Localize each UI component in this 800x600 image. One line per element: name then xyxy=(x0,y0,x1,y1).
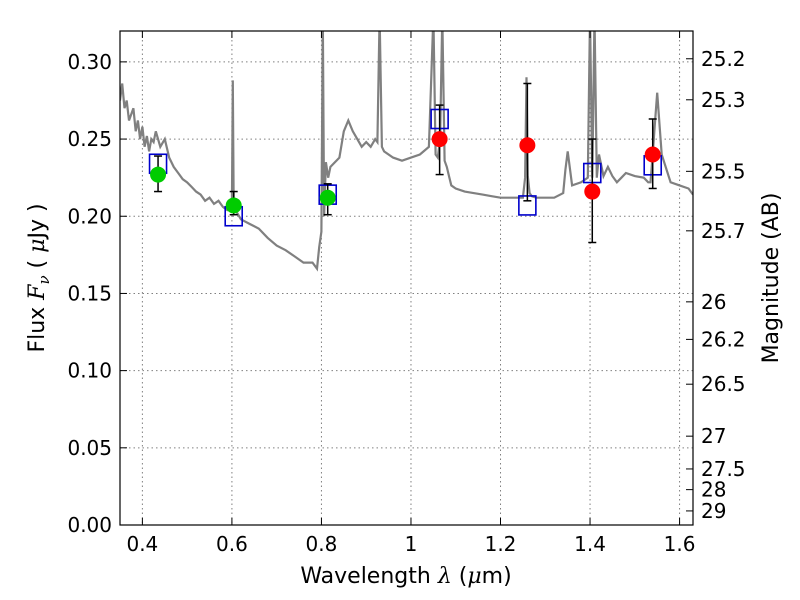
x-axis-label: Wavelength λ (μm) xyxy=(300,564,511,589)
magnitude-tick-label: 29 xyxy=(701,499,726,523)
y-tick-label: 0.25 xyxy=(67,127,112,151)
observed-photometry-point xyxy=(431,131,448,148)
y-tick-label: 0.05 xyxy=(67,436,112,460)
magnitude-axis-label: Magnitude (AB) xyxy=(759,193,784,364)
magnitude-tick-label: 25.2 xyxy=(701,47,746,71)
plot-frame xyxy=(119,30,694,526)
x-tick-label: 1.2 xyxy=(485,532,517,556)
magnitude-tick-label: 28 xyxy=(701,478,726,502)
y-tick-label: 0.15 xyxy=(67,281,112,305)
magnitude-tick-label: 27.5 xyxy=(701,457,746,481)
x-tick-label: 0.4 xyxy=(126,532,158,556)
x-axis-ticks: 0.4 0.6 0.8 1 1.2 1.4 1.6 xyxy=(126,31,695,556)
y-tick-label: 0.20 xyxy=(67,204,112,228)
observed-photometry-point xyxy=(225,197,242,214)
observed-photometry-point xyxy=(584,183,601,200)
magnitude-tick-label: 25.3 xyxy=(701,88,746,112)
model-spectrum-line xyxy=(120,31,693,272)
x-tick-label: 0.8 xyxy=(306,532,338,556)
y-tick-label: 0.30 xyxy=(67,50,112,74)
observed-photometry-point xyxy=(319,189,336,206)
observed-photometry-points xyxy=(150,82,661,244)
observed-photometry-point xyxy=(644,146,661,163)
magnitude-tick-label: 26 xyxy=(701,290,726,314)
magnitude-tick-label: 25.5 xyxy=(701,159,746,183)
magnitude-tick-label: 25.7 xyxy=(701,219,746,243)
y-axis-label: Flux Fν ( μJy ) xyxy=(25,203,53,352)
x-tick-label: 1.6 xyxy=(664,532,696,556)
y-tick-label: 0.10 xyxy=(67,359,112,383)
observed-photometry-point xyxy=(519,137,536,154)
magnitude-tick-label: 26.2 xyxy=(701,327,746,351)
magnitude-tick-label: 26.5 xyxy=(701,372,746,396)
grid xyxy=(120,31,693,526)
magnitude-tick-label: 27 xyxy=(701,424,726,448)
observed-photometry-point xyxy=(150,166,167,183)
y-axis-ticks: 0.00 0.05 0.10 0.15 0.20 0.25 0.30 xyxy=(67,50,127,537)
x-tick-label: 0.6 xyxy=(216,532,248,556)
y-tick-label: 0.00 xyxy=(67,513,112,537)
x-tick-label: 1 xyxy=(405,532,418,556)
x-tick-label: 1.4 xyxy=(574,532,606,556)
